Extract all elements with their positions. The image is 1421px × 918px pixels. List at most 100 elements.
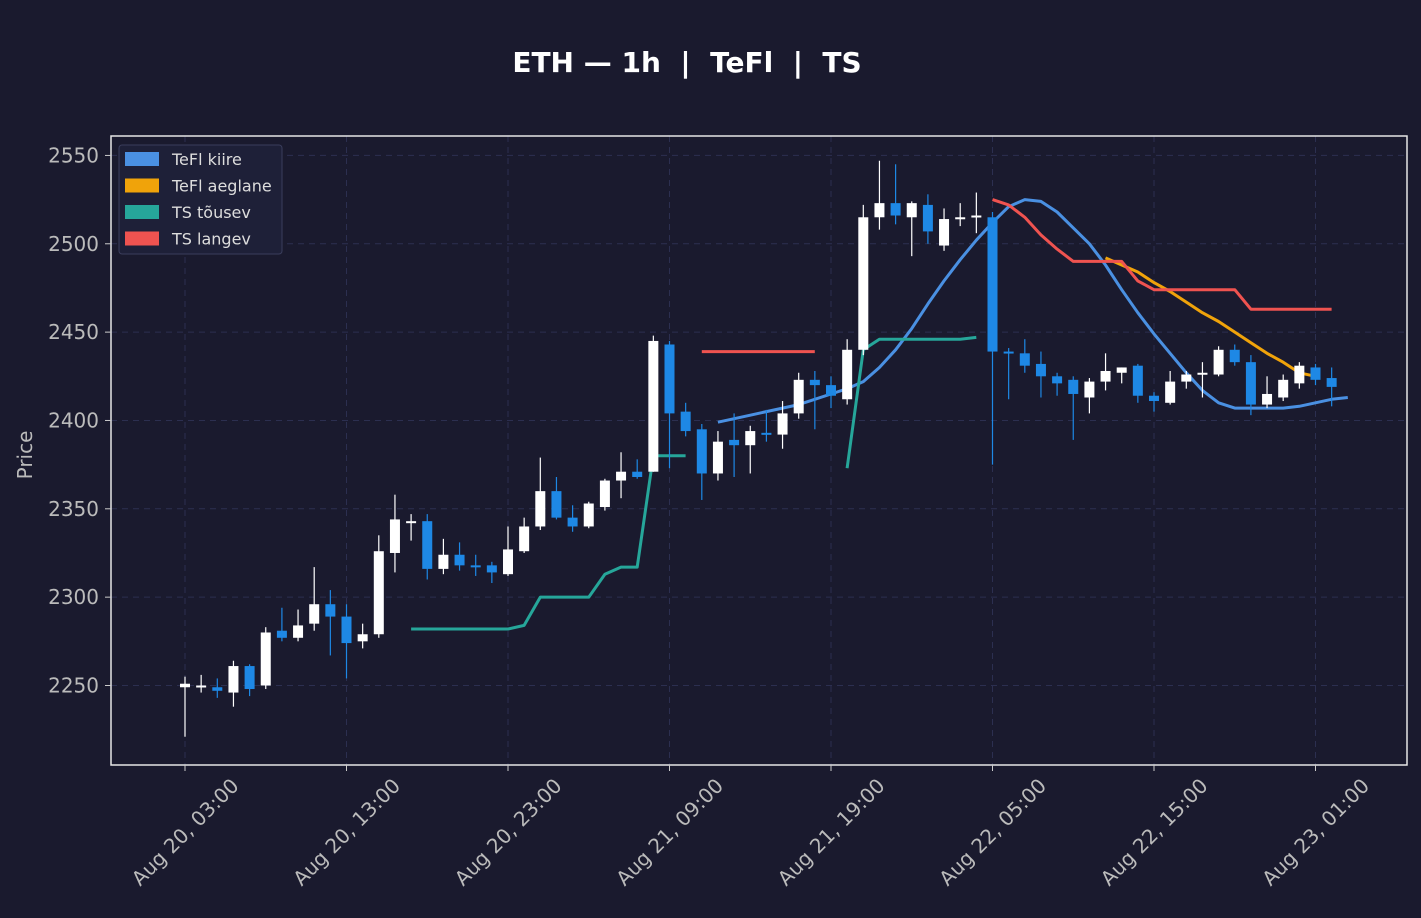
candle-body bbox=[503, 549, 513, 575]
candle-body bbox=[486, 565, 497, 573]
candle bbox=[922, 194, 933, 244]
candle bbox=[180, 676, 190, 737]
candle-body bbox=[1149, 395, 1159, 402]
candle-body bbox=[535, 491, 546, 527]
candle bbox=[1149, 392, 1159, 412]
x-tick-label: Aug 22, 15:00 bbox=[1096, 774, 1213, 891]
y-tick-label: 2300 bbox=[48, 585, 99, 609]
candle bbox=[858, 204, 869, 356]
candle bbox=[1052, 372, 1063, 396]
candle-body bbox=[276, 630, 287, 638]
candle bbox=[616, 452, 627, 499]
legend-box bbox=[118, 144, 283, 255]
candle-body bbox=[858, 217, 869, 350]
candle bbox=[874, 160, 885, 230]
candle-body bbox=[712, 441, 723, 474]
candle bbox=[1181, 370, 1192, 389]
candle bbox=[599, 478, 610, 511]
y-tick-label: 2550 bbox=[48, 143, 99, 167]
candle-body bbox=[745, 431, 756, 446]
candle-body bbox=[777, 413, 788, 435]
legend-item: TeFl kiire bbox=[125, 150, 242, 169]
x-tick-label: Aug 21, 09:00 bbox=[611, 774, 728, 891]
y-axis-label: Price bbox=[13, 431, 37, 480]
y-tick-label: 2250 bbox=[48, 673, 99, 697]
x-axis: Aug 20, 03:00 Aug 20, 13:00 Aug 20, 23:00 A… bbox=[127, 765, 1374, 890]
candle-body bbox=[874, 203, 885, 218]
y-tick-label: 2500 bbox=[48, 232, 99, 256]
candle bbox=[260, 627, 271, 690]
legend-swatch bbox=[125, 231, 159, 246]
legend-label: TeFl kiire bbox=[171, 150, 242, 169]
candle bbox=[648, 335, 659, 472]
candle bbox=[906, 201, 917, 257]
candle-body bbox=[422, 521, 433, 569]
candle bbox=[1019, 339, 1030, 373]
candle-body bbox=[1084, 381, 1095, 398]
candle-body bbox=[1326, 378, 1337, 387]
candle bbox=[486, 561, 497, 584]
candle-body bbox=[567, 517, 578, 527]
candle bbox=[244, 664, 255, 697]
candle-body bbox=[244, 666, 255, 690]
candle-body bbox=[293, 625, 304, 638]
candle bbox=[1213, 346, 1224, 377]
candle-body bbox=[1310, 367, 1321, 380]
candle bbox=[664, 340, 675, 469]
candle bbox=[1165, 370, 1176, 405]
candle bbox=[793, 372, 804, 419]
candle-body bbox=[1116, 367, 1127, 373]
candle-body bbox=[1262, 393, 1273, 405]
candle bbox=[1100, 353, 1111, 391]
legend-label: TeFl aeglane bbox=[171, 177, 272, 196]
x-tick-label: Aug 20, 03:00 bbox=[127, 774, 244, 891]
candle-body bbox=[809, 379, 820, 386]
legend-item: TS langev bbox=[125, 230, 251, 249]
candle bbox=[987, 211, 998, 465]
candle-body bbox=[583, 503, 594, 527]
y-tick-label: 2400 bbox=[48, 408, 99, 432]
candle bbox=[406, 514, 417, 541]
candle-body bbox=[648, 340, 659, 472]
candle bbox=[809, 370, 820, 430]
candle-body bbox=[1181, 374, 1192, 382]
y-axis: 2250 2300 2350 2400 2450 2500 2550 bbox=[48, 143, 111, 697]
candle-body bbox=[987, 217, 998, 352]
legend-item: TS tõusev bbox=[125, 203, 251, 222]
candle-body bbox=[228, 666, 239, 693]
x-tick-label: Aug 20, 13:00 bbox=[288, 774, 405, 891]
candle-body bbox=[551, 491, 562, 518]
candle bbox=[454, 542, 465, 571]
legend-swatch bbox=[125, 205, 159, 219]
candle bbox=[680, 402, 691, 437]
candle-body bbox=[1213, 349, 1224, 375]
candle bbox=[1003, 348, 1014, 400]
candle-body bbox=[389, 519, 400, 553]
legend-label: TS langev bbox=[171, 230, 251, 249]
candle bbox=[1262, 376, 1273, 409]
candle-body bbox=[357, 634, 368, 642]
candle-body bbox=[438, 554, 449, 569]
candle-body bbox=[1100, 370, 1111, 382]
candle-body bbox=[1068, 379, 1079, 394]
candle-body bbox=[890, 203, 901, 216]
candle-body bbox=[1132, 365, 1143, 396]
candle-body bbox=[180, 683, 190, 688]
candle bbox=[632, 459, 643, 479]
ts-tousev-line bbox=[411, 454, 686, 631]
candle bbox=[1326, 367, 1337, 407]
candle bbox=[1084, 378, 1095, 414]
legend-swatch bbox=[125, 178, 159, 193]
candle bbox=[373, 535, 384, 638]
candle-body bbox=[341, 616, 352, 644]
candle-body bbox=[971, 215, 982, 218]
candle bbox=[357, 623, 368, 649]
candle bbox=[696, 423, 707, 500]
candle bbox=[470, 554, 481, 576]
candle-body bbox=[1245, 362, 1256, 405]
candle bbox=[196, 674, 207, 693]
candle bbox=[777, 401, 788, 449]
candle-body bbox=[260, 632, 271, 686]
